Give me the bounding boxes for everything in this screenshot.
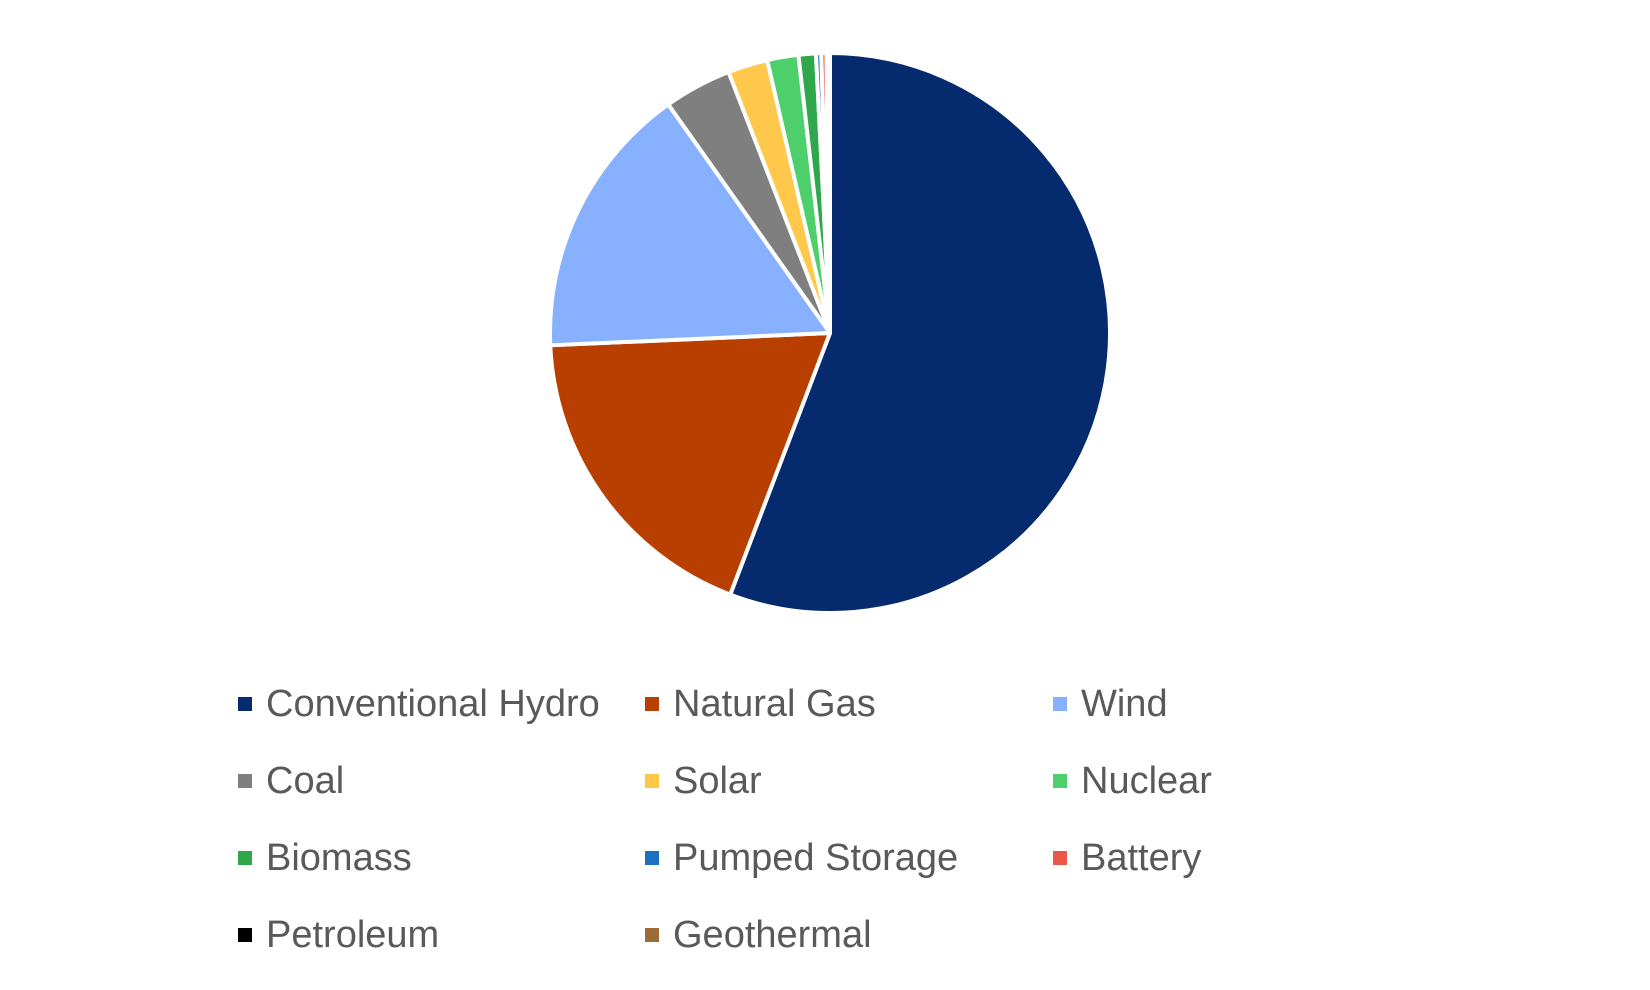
pie-slice [548,331,832,597]
legend-swatch [238,774,252,788]
legend-label: Geothermal [673,914,872,956]
legend-label: Pumped Storage [673,837,958,879]
legend-label: Nuclear [1081,760,1212,802]
legend-label: Natural Gas [673,683,876,725]
pie-slice [826,50,832,335]
legend-swatch [645,928,659,942]
legend-label: Battery [1081,837,1201,879]
legend-swatch [238,928,252,942]
legend-swatch [238,851,252,865]
legend-label: Biomass [266,837,412,879]
legend-label: Solar [673,760,762,802]
legend-swatch [645,774,659,788]
legend-swatch [238,697,252,711]
legend-swatch [1053,697,1067,711]
legend-swatch [645,851,659,865]
legend-swatch [1053,774,1067,788]
pie-slice [728,51,1112,615]
legend-swatch [1053,851,1067,865]
legend-label: Conventional Hydro [266,683,600,725]
legend-label: Coal [266,760,344,802]
legend-label: Petroleum [266,914,439,956]
legend-swatch [645,697,659,711]
legend-label: Wind [1081,683,1168,725]
pie-slice [548,102,832,348]
